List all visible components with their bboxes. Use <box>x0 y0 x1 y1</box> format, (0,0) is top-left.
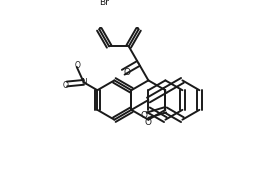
Text: O: O <box>141 111 148 120</box>
Text: O: O <box>123 68 130 77</box>
Text: O: O <box>75 61 81 70</box>
Text: O: O <box>63 81 69 90</box>
Text: Br: Br <box>99 0 109 7</box>
Text: N: N <box>81 78 87 87</box>
Text: O: O <box>145 118 152 127</box>
